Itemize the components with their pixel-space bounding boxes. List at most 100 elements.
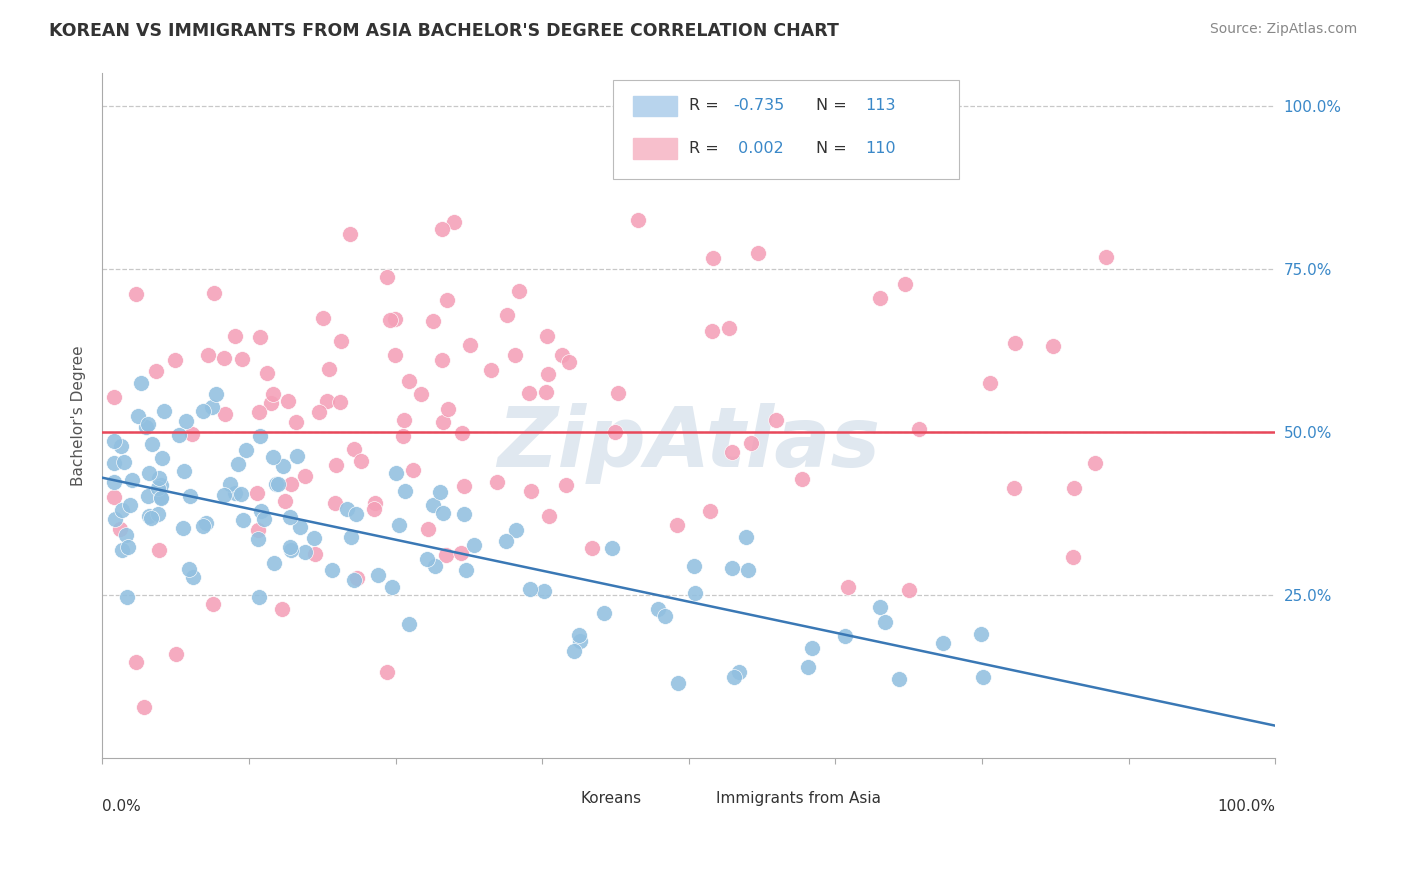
Point [111, 502, 134, 516]
Text: 113: 113 [865, 98, 896, 113]
Point [110, 440, 132, 454]
Point [246, 523, 269, 537]
Point [277, 393, 299, 408]
Point [970, 627, 993, 641]
Point [321, 563, 343, 577]
Point [141, 437, 163, 451]
Point [150, 490, 173, 504]
Point [224, 486, 246, 500]
Point [191, 404, 214, 418]
Point [454, 563, 477, 577]
Point [118, 498, 141, 512]
Point [153, 404, 176, 418]
Point [231, 487, 253, 501]
Point [384, 348, 406, 362]
Point [908, 422, 931, 436]
Point [202, 597, 225, 611]
Point [111, 542, 134, 557]
Point [214, 488, 236, 502]
Point [262, 386, 284, 401]
Point [138, 466, 160, 480]
Point [250, 503, 273, 517]
Point [931, 636, 953, 650]
Point [318, 362, 340, 376]
Point [287, 449, 309, 463]
Point [375, 665, 398, 679]
Point [284, 415, 307, 429]
Point [103, 456, 125, 470]
Point [247, 533, 270, 547]
Text: 100.0%: 100.0% [1218, 799, 1275, 814]
Point [343, 442, 366, 456]
Point [508, 284, 530, 298]
Point [167, 427, 190, 442]
Point [1063, 481, 1085, 495]
Point [875, 615, 897, 629]
Point [581, 541, 603, 555]
Point [294, 545, 316, 559]
Point [247, 590, 270, 604]
Point [125, 655, 148, 669]
Point [138, 508, 160, 523]
Point [600, 541, 623, 555]
Point [1062, 550, 1084, 565]
Point [423, 559, 446, 574]
Point [398, 616, 420, 631]
Point [436, 293, 458, 308]
Point [430, 352, 453, 367]
Point [434, 548, 457, 562]
Point [165, 647, 187, 661]
Point [533, 584, 555, 599]
Point [392, 413, 415, 427]
Point [666, 517, 689, 532]
Point [103, 390, 125, 404]
Point [605, 425, 627, 439]
Point [450, 546, 472, 560]
Point [256, 366, 278, 380]
Point [568, 634, 591, 648]
Point [972, 670, 994, 684]
Point [150, 451, 173, 466]
Point [735, 530, 758, 544]
Point [728, 665, 751, 680]
Point [1084, 456, 1107, 470]
Point [479, 363, 502, 377]
Point [117, 541, 139, 555]
Point [280, 476, 302, 491]
Point [202, 285, 225, 300]
Point [131, 376, 153, 390]
Point [181, 427, 204, 442]
Point [249, 428, 271, 442]
Point [235, 442, 257, 457]
Point [228, 457, 250, 471]
FancyBboxPatch shape [613, 79, 959, 179]
Point [432, 222, 454, 236]
Point [179, 561, 201, 575]
Point [308, 405, 330, 419]
Point [329, 395, 352, 409]
Point [458, 338, 481, 352]
Point [517, 385, 540, 400]
Point [721, 444, 744, 458]
Point [165, 353, 187, 368]
Point [201, 400, 224, 414]
Point [141, 510, 163, 524]
Point [134, 699, 156, 714]
Point [135, 420, 157, 434]
Point [267, 476, 290, 491]
Point [384, 312, 406, 326]
Point [103, 490, 125, 504]
Point [304, 547, 326, 561]
Point [557, 355, 579, 369]
Text: Immigrants from Asia: Immigrants from Asia [716, 791, 880, 806]
Point [765, 413, 787, 427]
Point [562, 644, 585, 658]
Point [593, 606, 616, 620]
Point [218, 476, 240, 491]
Point [290, 520, 312, 534]
Point [173, 464, 195, 478]
Point [647, 602, 669, 616]
Bar [548, 791, 574, 806]
Point [394, 483, 416, 498]
Point [253, 512, 276, 526]
